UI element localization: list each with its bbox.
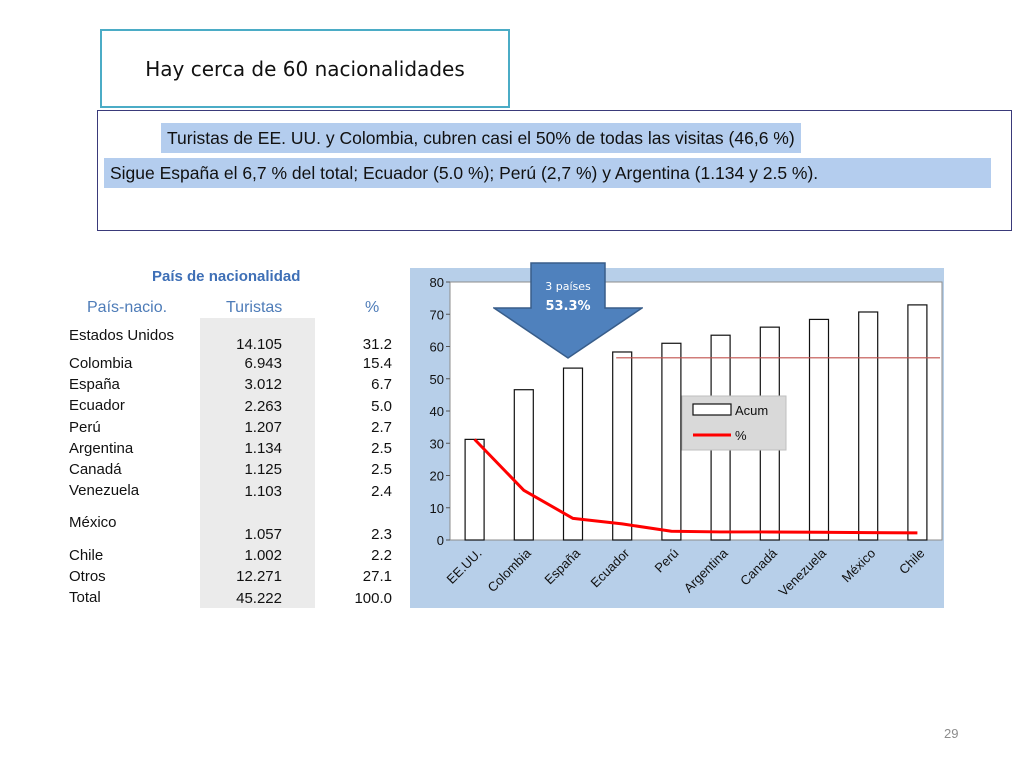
table-cell-tourists: 1.134 <box>244 440 282 457</box>
legend-label-acum: Acum <box>735 403 768 418</box>
table-cell-country: Perú <box>69 419 101 436</box>
table-cell-country: España <box>69 376 120 393</box>
table-cell-tourists: 1.125 <box>244 461 282 478</box>
y-tick-label: 40 <box>430 404 444 419</box>
bar-acum <box>808 318 830 541</box>
table-cell-country: Estados Unidos <box>69 327 175 344</box>
bar-acum <box>907 304 928 541</box>
table-header-tourists: Turistas <box>226 299 283 316</box>
bar-acum <box>612 351 633 541</box>
table-cell-tourists: 6.943 <box>244 355 282 372</box>
x-tick-label: Canadá <box>737 545 780 588</box>
slide-title: Hay cerca de 60 nacionalidades <box>145 56 465 81</box>
bar-acum <box>464 438 485 541</box>
table-cell-country: Total <box>69 589 101 606</box>
y-tick-label: 20 <box>430 469 444 484</box>
table-cell-pct: 2.5 <box>371 461 392 478</box>
x-tick-label: Ecuador <box>587 545 632 590</box>
y-tick-label: 30 <box>430 436 444 451</box>
chart-panel: 0 10 20 30 40 50 60 70 80 EE.UU. Colombia España Ecu… <box>410 268 944 608</box>
table-shaded-column <box>200 318 315 608</box>
x-tick-label: México <box>839 546 879 586</box>
table-cell-pct: 31.2 <box>362 336 392 353</box>
callout-arrow: 3 países 53.3% <box>493 262 643 360</box>
table-cell-pct: 15.4 <box>362 355 392 372</box>
down-arrow-icon <box>493 262 643 359</box>
table-cell-pct: 2.7 <box>371 419 392 436</box>
legend-label-pct: % <box>735 428 747 443</box>
table-cell-tourists: 12.271 <box>236 568 282 585</box>
table-cell-pct: 2.5 <box>371 440 392 457</box>
table-cell-tourists: 14.105 <box>236 336 282 353</box>
x-tick-label: Venezuela <box>776 545 830 599</box>
table-cell-country: Ecuador <box>69 397 125 414</box>
table-cell-tourists: 1.057 <box>244 526 282 543</box>
table-cell-country: Chile <box>69 547 104 564</box>
table-header-pct: % <box>365 299 380 316</box>
summary-line-1: Turistas de EE. UU. y Colombia, cubren c… <box>161 123 801 153</box>
chart-legend: Acum% <box>681 395 787 451</box>
x-tick-label: Colombia <box>484 545 534 595</box>
slide-title-box: Hay cerca de 60 nacionalidades <box>100 29 510 108</box>
y-tick-label: 80 <box>430 275 444 290</box>
x-tick-label: Argentina <box>681 545 732 596</box>
table-cell-pct: 2.3 <box>371 526 392 543</box>
table-cell-country: México <box>69 514 117 531</box>
callout-line-2: 53.3% <box>545 299 591 314</box>
table-cell-tourists: 1.207 <box>244 419 282 436</box>
bar-acum <box>513 389 534 541</box>
table-cell-tourists: 1.103 <box>244 483 282 500</box>
table-cell-tourists: 45.222 <box>236 590 282 607</box>
bar-acum <box>562 367 584 541</box>
y-tick-label: 70 <box>430 307 444 322</box>
bar-acum <box>661 342 682 541</box>
legend-swatch-acum <box>692 403 732 416</box>
acum-chart: 0 10 20 30 40 50 60 70 80 EE.UU. Colombia España Ecu… <box>430 275 943 599</box>
table-cell-country: Argentina <box>69 440 134 457</box>
x-tick-label: Perú <box>651 546 681 576</box>
callout-line-1: 3 países <box>545 280 591 293</box>
table-cell-country: Otros <box>69 568 106 585</box>
x-tick-label: EE.UU. <box>443 546 484 587</box>
table-cell-pct: 2.2 <box>371 547 392 564</box>
table-cell-pct: 2.4 <box>371 483 392 500</box>
x-tick-label: España <box>541 545 583 587</box>
page-number: 29 <box>944 726 959 741</box>
summary-box: Turistas de EE. UU. y Colombia, cubren c… <box>97 110 1012 231</box>
table-cell-pct: 6.7 <box>371 376 392 393</box>
line-pct <box>473 438 918 535</box>
table-cell-pct: 100.0 <box>354 590 392 607</box>
table-cell-tourists: 2.263 <box>244 398 282 415</box>
y-tick-label: 0 <box>437 533 444 548</box>
table-cell-tourists: 1.002 <box>244 547 282 564</box>
x-tick-label: Chile <box>896 546 928 578</box>
table-header-country: País-nacio. <box>87 299 168 316</box>
table-cell-pct: 5.0 <box>371 398 392 415</box>
summary-line-2: Sigue España el 6,7 % del total; Ecuador… <box>104 158 991 188</box>
table-cell-country: Venezuela <box>69 482 140 499</box>
bar-acum <box>858 311 879 541</box>
table-title: País de nacionalidad <box>152 268 301 285</box>
table-cell-pct: 27.1 <box>362 568 392 585</box>
table-cell-tourists: 3.012 <box>244 376 282 393</box>
table-cell-country: Canadá <box>69 461 122 478</box>
y-tick-label: 60 <box>430 340 444 355</box>
y-tick-label: 10 <box>430 501 444 516</box>
table-cell-country: Colombia <box>69 355 133 372</box>
y-tick-label: 50 <box>430 372 444 387</box>
